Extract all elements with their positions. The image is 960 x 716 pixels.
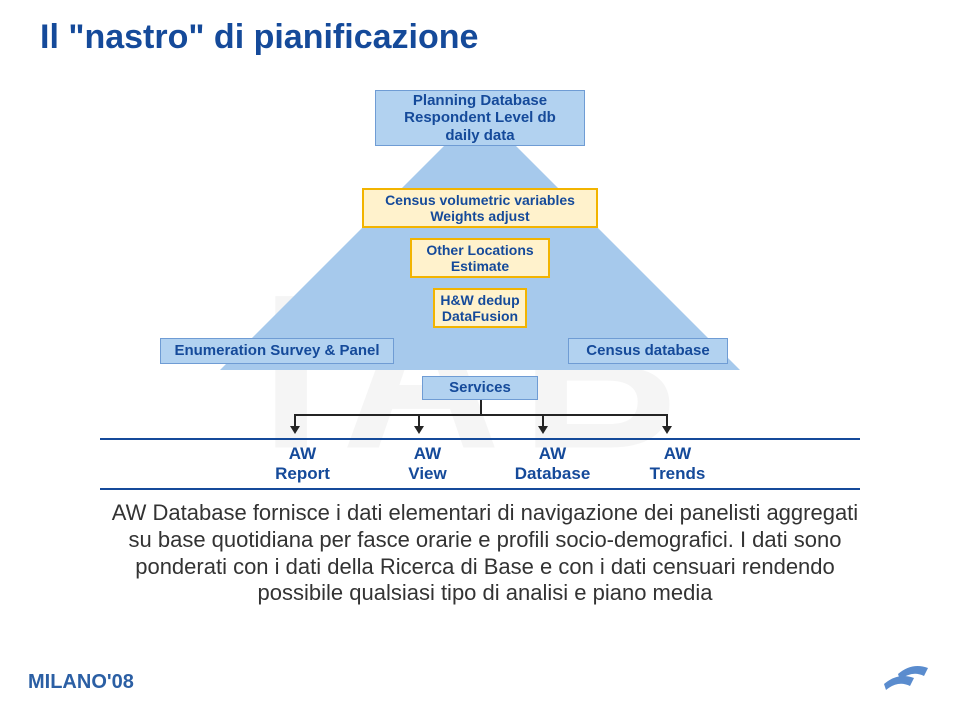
census-vars-line1: Census volumetric variables [368, 192, 592, 208]
out4a: AW [615, 444, 740, 464]
hw-line1: H&W dedup [439, 292, 521, 308]
census-db-label: Census database [586, 342, 709, 359]
services-box: Services [422, 376, 538, 400]
census-db-box: Census database [568, 338, 728, 364]
arrow-2 [414, 426, 424, 434]
connector-hline-top [480, 400, 482, 414]
connector-hbar [294, 414, 668, 416]
arrow-4 [662, 426, 672, 434]
hr-top [100, 438, 860, 440]
enum-label: Enumeration Survey & Panel [174, 342, 379, 359]
planning-db-box: Planning Database Respondent Level db da… [375, 90, 585, 146]
census-vars-box: Census volumetric variables Weights adju… [362, 188, 598, 228]
description-text: AW Database fornisce i dati elementari d… [100, 500, 870, 607]
out2b: View [365, 464, 490, 484]
out3b: Database [490, 464, 615, 484]
output-trends: AW Trends [615, 444, 740, 484]
census-vars-line2: Weights adjust [368, 208, 592, 224]
diagram-area: Planning Database Respondent Level db da… [160, 80, 800, 450]
arrow-3 [538, 426, 548, 434]
footer-milano: MILANO'08 [28, 671, 134, 694]
out4b: Trends [615, 464, 740, 484]
out1b: Report [240, 464, 365, 484]
planning-line3: daily data [445, 127, 514, 144]
planning-line1: Planning Database [413, 92, 547, 109]
other-loc-line1: Other Locations [416, 242, 544, 258]
planning-line2: Respondent Level db [404, 109, 556, 126]
out2a: AW [365, 444, 490, 464]
out3a: AW [490, 444, 615, 464]
page-title: Il "nastro" di pianificazione [40, 18, 478, 57]
footer-logo-icon [880, 656, 932, 698]
other-loc-line2: Estimate [416, 258, 544, 274]
outputs-row: AW Report AW View AW Database AW Trends [240, 444, 740, 484]
services-label: Services [449, 379, 511, 396]
output-report: AW Report [240, 444, 365, 484]
enumeration-box: Enumeration Survey & Panel [160, 338, 394, 364]
output-view: AW View [365, 444, 490, 484]
hw-dedup-box: H&W dedup DataFusion [433, 288, 527, 328]
other-locations-box: Other Locations Estimate [410, 238, 550, 278]
hw-line2: DataFusion [439, 308, 521, 324]
output-database: AW Database [490, 444, 615, 484]
out1a: AW [240, 444, 365, 464]
hr-bottom [100, 488, 860, 490]
arrow-1 [290, 426, 300, 434]
